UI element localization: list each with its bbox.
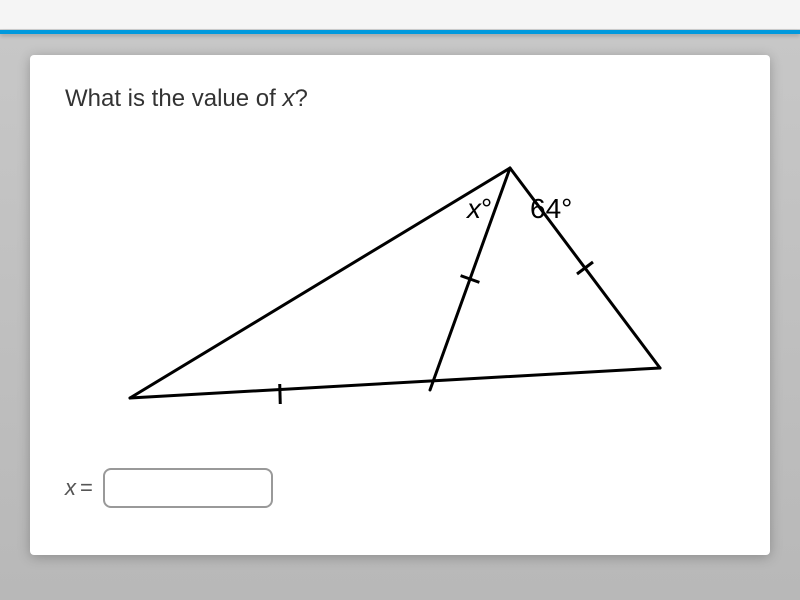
triangle-diagram: x° 64° [100,138,700,428]
svg-text:64°: 64° [530,193,572,224]
accent-stripe [0,30,800,34]
answer-var: x [65,475,76,500]
answer-eq: = [80,475,93,500]
question-text: What is the value of x? [65,85,735,113]
answer-label: x= [65,475,93,501]
diagram-area: x° 64° [65,138,735,448]
answer-input[interactable] [103,468,273,508]
question-suffix: ? [294,85,307,112]
answer-row: x= [65,468,735,508]
question-variable: x [282,85,294,112]
browser-top-bar [0,0,800,30]
question-prefix: What is the value of [65,85,282,112]
svg-text:x°: x° [465,193,492,224]
question-card: What is the value of x? x°64° x= [30,55,770,555]
